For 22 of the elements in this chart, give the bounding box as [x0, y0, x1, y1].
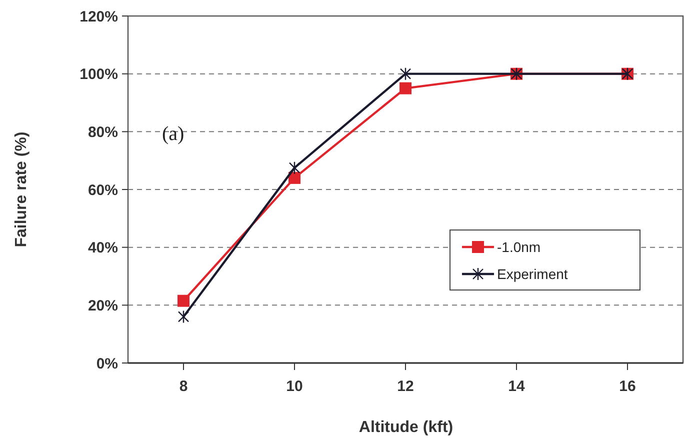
x-tick-label: 8 — [179, 378, 188, 395]
legend-label: Experiment — [497, 266, 568, 282]
y-tick-label: 60% — [88, 182, 118, 199]
x-axis-title: Altitude (kft) — [358, 419, 454, 436]
x-tick-label: 12 — [397, 378, 414, 395]
y-axis-title: Failure rate (%) — [13, 132, 30, 248]
x-tick-label: 10 — [286, 378, 303, 395]
y-tick-label: 100% — [80, 66, 118, 84]
point — [288, 161, 300, 174]
point — [400, 82, 412, 94]
point — [400, 67, 412, 80]
annotation: (a) — [162, 123, 184, 145]
y-tick-label: 0% — [96, 355, 118, 372]
point — [178, 310, 190, 324]
x-tick-label: 16 — [619, 378, 636, 395]
y-tick-label: 40% — [88, 240, 118, 257]
x-tick-label: 14 — [508, 378, 526, 395]
y-tick-label: 120% — [80, 8, 118, 26]
y-tick-label: 80% — [88, 124, 118, 141]
y-tick-label: 20% — [88, 297, 118, 314]
legend-label: -1.0nm — [497, 238, 541, 255]
point — [178, 294, 190, 307]
